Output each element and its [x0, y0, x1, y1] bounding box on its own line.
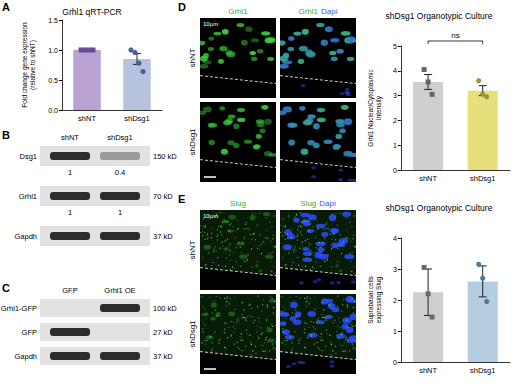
- svg-text:2: 2: [393, 117, 397, 124]
- svg-text:C: C: [2, 282, 10, 294]
- svg-text:0: 0: [393, 167, 397, 174]
- svg-text:SlugDapi: SlugDapi: [300, 199, 336, 208]
- svg-text:1.5: 1.5: [48, 17, 58, 24]
- svg-text:0.0: 0.0: [48, 107, 58, 114]
- svg-text:70 kD: 70 kD: [153, 192, 173, 201]
- svg-text:1: 1: [393, 142, 397, 149]
- svg-text:27 kD: 27 kD: [153, 328, 173, 337]
- svg-text:shDsg1: shDsg1: [107, 133, 132, 142]
- svg-text:A: A: [2, 1, 10, 13]
- svg-text:shNT: shNT: [188, 240, 197, 259]
- svg-text:expressing Slug: expressing Slug: [375, 276, 383, 323]
- svg-text:shDsg1: shDsg1: [188, 320, 197, 348]
- svg-text:shNT: shNT: [61, 133, 79, 142]
- svg-text:4: 4: [393, 235, 397, 242]
- svg-text:Grhl1-GFP: Grhl1-GFP: [1, 304, 37, 313]
- svg-text:GFP: GFP: [22, 328, 37, 337]
- svg-text:Slug: Slug: [230, 199, 246, 208]
- svg-text:1: 1: [393, 328, 397, 335]
- svg-text:shDsg1: shDsg1: [470, 174, 495, 183]
- svg-text:Grhl1 OE: Grhl1 OE: [104, 286, 135, 295]
- svg-text:shNT: shNT: [419, 174, 437, 183]
- svg-text:3: 3: [393, 266, 397, 273]
- svg-text:Dsg1: Dsg1: [19, 152, 37, 161]
- svg-text:Fold change gene expression: Fold change gene expression: [21, 22, 29, 108]
- svg-text:2: 2: [393, 297, 397, 304]
- svg-text:B: B: [2, 129, 10, 141]
- svg-text:shDsg1 Organotypic Culture: shDsg1 Organotypic Culture: [386, 11, 493, 21]
- svg-text:10μm: 10μm: [203, 213, 218, 219]
- svg-text:intensity: intensity: [375, 95, 383, 120]
- svg-text:shDsg1: shDsg1: [188, 128, 197, 156]
- svg-text:10μm: 10μm: [203, 21, 218, 27]
- svg-text:Gapdh: Gapdh: [14, 352, 37, 361]
- svg-text:Grhl1 Nuclear/Cytoplasmic: Grhl1 Nuclear/Cytoplasmic: [367, 69, 375, 147]
- svg-text:E: E: [178, 193, 185, 205]
- svg-text:100 kD: 100 kD: [153, 304, 177, 313]
- svg-text:0: 0: [393, 359, 397, 366]
- svg-text:shDsg1: shDsg1: [124, 114, 149, 123]
- svg-text:1: 1: [118, 208, 122, 217]
- svg-text:(relative to shNT): (relative to shNT): [29, 40, 37, 90]
- svg-text:shNT: shNT: [78, 114, 96, 123]
- svg-text:3: 3: [393, 92, 397, 99]
- svg-text:ns: ns: [451, 31, 459, 40]
- svg-text:shNT: shNT: [419, 366, 437, 375]
- svg-text:1.0: 1.0: [48, 47, 58, 54]
- svg-text:0.4: 0.4: [115, 168, 125, 177]
- svg-text:4: 4: [393, 67, 397, 74]
- svg-text:Gapdh: Gapdh: [14, 232, 37, 241]
- svg-text:Grhl1: Grhl1: [19, 192, 37, 201]
- svg-text:1: 1: [68, 168, 72, 177]
- svg-text:1: 1: [68, 208, 72, 217]
- svg-text:150 kD: 150 kD: [153, 152, 177, 161]
- svg-text:shNT: shNT: [188, 48, 197, 67]
- svg-text:Grhl1: Grhl1: [228, 7, 248, 16]
- svg-text:5: 5: [393, 43, 397, 50]
- svg-text:Suprabasal cells: Suprabasal cells: [367, 275, 375, 323]
- svg-text:GFP: GFP: [62, 286, 77, 295]
- svg-text:37 kD: 37 kD: [153, 352, 173, 361]
- svg-text:shDsg1 Organotypic Culture: shDsg1 Organotypic Culture: [386, 203, 493, 213]
- svg-text:Grhl1 qRT-PCR: Grhl1 qRT-PCR: [62, 7, 121, 17]
- svg-text:D: D: [178, 1, 186, 13]
- svg-text:shDsg1: shDsg1: [470, 366, 495, 375]
- svg-text:37 kD: 37 kD: [153, 232, 173, 241]
- svg-text:Grhl1Dapi: Grhl1Dapi: [298, 7, 337, 16]
- svg-text:0.5: 0.5: [48, 77, 58, 84]
